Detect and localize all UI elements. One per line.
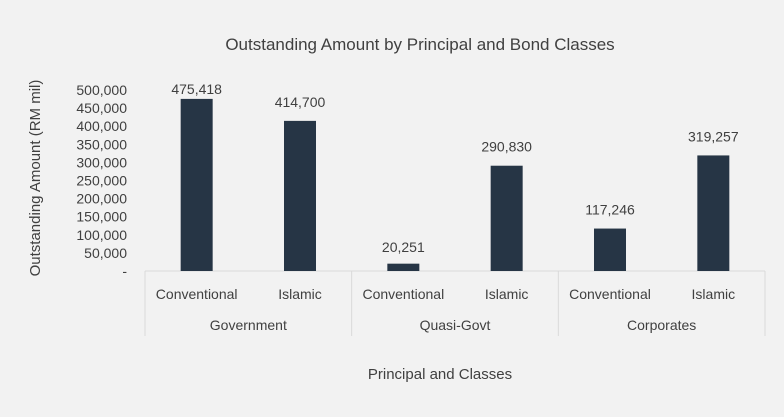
- data-label: 117,246: [585, 202, 635, 218]
- bar: [387, 263, 420, 271]
- x-tick-label: Islamic: [692, 286, 736, 302]
- y-tick-label: 100,000: [76, 227, 127, 243]
- y-tick-label: 200,000: [76, 191, 127, 207]
- data-label: 20,251: [382, 239, 425, 255]
- bars: 475,418 414,700 20,251 290,830 117,246 319,25…: [171, 81, 739, 271]
- x-tick-label: Islamic: [278, 286, 322, 302]
- y-tick-label: 400,000: [76, 118, 127, 134]
- data-label: 414,700: [275, 94, 326, 110]
- x-tick-label: Conventional: [569, 286, 651, 302]
- group-label: Corporates: [627, 317, 696, 333]
- axes: - 50,000 100,000 150,000 200,000 250,000 300,0…: [76, 82, 766, 336]
- bar: [594, 228, 626, 271]
- bar: [180, 98, 213, 271]
- y-tick-label: 450,000: [76, 100, 127, 116]
- x-axis-label: Principal and Classes: [368, 366, 512, 383]
- x-tick-label: Islamic: [485, 286, 529, 302]
- y-tick-label: -: [122, 263, 127, 279]
- data-label: 319,257: [688, 128, 739, 144]
- y-tick-label: 350,000: [76, 136, 127, 152]
- y-axis-label: Outstanding Amount (RM mil): [27, 80, 44, 277]
- y-tick-label: 50,000: [84, 245, 127, 261]
- group-label: Government: [210, 317, 287, 333]
- x-tick-label: Conventional: [362, 286, 444, 302]
- bar: [490, 165, 523, 271]
- x-tick-label: Conventional: [156, 286, 238, 302]
- chart-title: Outstanding Amount by Principal and Bond…: [225, 35, 614, 54]
- y-tick-label: 150,000: [76, 209, 127, 225]
- group-label: Quasi-Govt: [420, 317, 491, 333]
- data-label: 290,830: [481, 139, 532, 155]
- y-tick-label: 250,000: [76, 173, 127, 189]
- bar: [284, 120, 316, 271]
- y-tick-label: 500,000: [76, 82, 127, 98]
- bar: [697, 155, 730, 271]
- data-label: 475,418: [171, 81, 222, 97]
- y-tick-label: 300,000: [76, 154, 127, 170]
